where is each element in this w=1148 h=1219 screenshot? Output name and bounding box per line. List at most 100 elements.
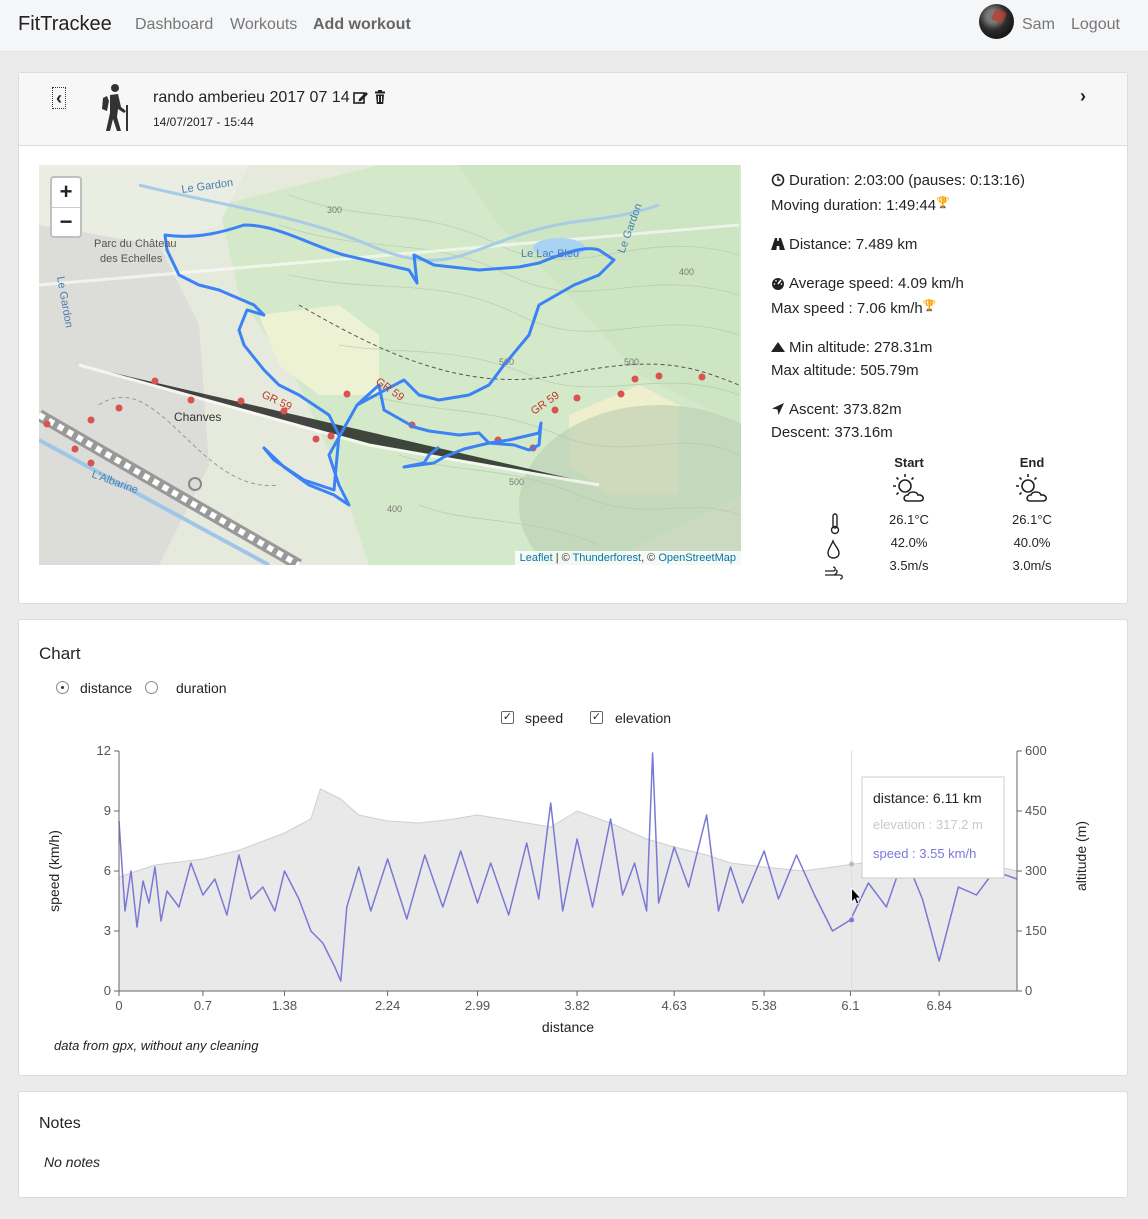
distance-radio-label[interactable]: distance <box>80 680 133 696</box>
hover-point-speed <box>849 917 855 923</box>
osm-link[interactable]: OpenStreetMap <box>658 552 736 564</box>
weather-start-temp: 26.1°C <box>889 512 929 527</box>
weather-end-temp: 26.1°C <box>1012 512 1052 527</box>
attribution-separator: | © <box>552 552 573 564</box>
trophy-icon: 🏆 <box>922 300 937 312</box>
y-left-tick-label: 12 <box>97 743 111 758</box>
descent-text: Descent: 373.16m <box>771 424 893 441</box>
edit-icon[interactable] <box>353 90 369 104</box>
map-label: Parc du Château <box>94 238 177 250</box>
trash-icon[interactable] <box>373 90 387 104</box>
distance-radio[interactable] <box>56 681 69 694</box>
partly-sunny-icon <box>893 474 924 502</box>
x-tick-label: 6.84 <box>927 998 952 1013</box>
navbar: FitTrackee Dashboard Workouts Add workou… <box>0 0 1148 52</box>
workout-stats: Duration: 2:03:00 (pauses: 0:13:16) Movi… <box>771 169 1025 460</box>
speed-checkbox-label[interactable]: speed <box>525 710 564 726</box>
workout-date: 14/07/2017 - 15:44 <box>153 115 254 129</box>
attribution-separator: , © <box>641 552 659 564</box>
duration-radio[interactable] <box>145 681 158 694</box>
y-left-axis-label: speed (km/h) <box>46 830 62 912</box>
tooltip-distance: distance: 6.11 km <box>873 790 982 806</box>
x-tick-label: 4.63 <box>662 998 687 1013</box>
x-tick-label: 5.38 <box>751 998 776 1013</box>
speed-checkbox[interactable]: ✓ <box>501 711 514 724</box>
map-zoom-control: + − <box>50 176 82 238</box>
map-label: 500 <box>499 357 514 367</box>
title-actions <box>353 90 387 109</box>
x-tick-label: 2.24 <box>375 998 400 1013</box>
hiker-icon <box>102 84 128 131</box>
thunderforest-link[interactable]: Thunderforest <box>572 552 642 564</box>
avatar[interactable] <box>979 4 1014 39</box>
speed-line <box>118 752 1018 982</box>
map-label: 300 <box>327 205 342 215</box>
map-label: 400 <box>679 267 694 277</box>
wind-icon <box>825 566 843 580</box>
duration-text: Duration: 2:03:00 (pauses: 0:13:16) <box>789 172 1025 189</box>
y-right-tick-label: 300 <box>1025 863 1047 878</box>
x-tick-label: 3.82 <box>564 998 589 1013</box>
map-label: 400 <box>387 504 402 514</box>
map-label: Chanves <box>174 410 221 424</box>
tooltip-elevation: elevation : 317.2 m <box>873 817 983 832</box>
humidity-icon <box>827 539 840 559</box>
zoom-out-button[interactable]: − <box>52 207 80 236</box>
y-right-tick-label: 600 <box>1025 743 1047 758</box>
zoom-in-button[interactable]: + <box>59 179 73 204</box>
map-attribution: Leaflet | © Thunderforest, © OpenStreetM… <box>514 551 741 565</box>
workout-map[interactable]: Le Gardon Parc du Château des Echelles L… <box>39 165 741 565</box>
map-label: 500 <box>509 477 524 487</box>
map-label: des Echelles <box>100 253 163 265</box>
notes-text: No notes <box>44 1154 101 1170</box>
y-left-tick-label: 3 <box>104 923 111 938</box>
speed-elevation-chart[interactable]: 0 3 6 9 12 0 150 300 450 600 0 0.7 1.38 2.24 2.99 3.82 4… <box>19 730 1127 1050</box>
road-icon <box>771 238 785 250</box>
x-axis-label: distance <box>542 1019 594 1035</box>
y-right-tick-label: 150 <box>1025 923 1047 938</box>
nav-logout[interactable]: Logout <box>1071 16 1120 33</box>
chart-tooltip <box>861 776 1005 879</box>
y-left-tick-label: 9 <box>104 803 111 818</box>
nav-workouts[interactable]: Workouts <box>230 16 298 33</box>
y-right-tick-label: 450 <box>1025 803 1047 818</box>
weather-end-humidity: 40.0% <box>1013 535 1051 550</box>
x-tick-label: 6.1 <box>841 998 859 1013</box>
weather-start-wind: 3.5m/s <box>889 558 929 573</box>
chart-footnote: data from gpx, without any cleaning <box>54 1038 259 1053</box>
avg-speed-text: Average speed: 4.09 km/h <box>789 275 964 292</box>
map-tiles: Le Gardon Parc du Château des Echelles L… <box>39 165 741 565</box>
x-tick-label: 2.99 <box>465 998 490 1013</box>
location-arrow-icon <box>772 403 784 415</box>
x-tick-label: 0.7 <box>194 998 212 1013</box>
thermometer-icon <box>830 513 840 535</box>
hover-point-elevation <box>849 861 855 867</box>
y-right-axis-label: altitude (m) <box>1073 821 1089 891</box>
chart-title: Chart <box>39 644 81 663</box>
chevron-left-icon[interactable]: ‹ <box>52 87 66 109</box>
nav-add-workout[interactable]: Add workout <box>313 16 411 33</box>
chevron-right-icon[interactable]: › <box>1080 86 1086 106</box>
x-tick-label: 0 <box>115 998 122 1013</box>
y-left-tick-label: 0 <box>104 983 111 998</box>
nav-user[interactable]: Sam <box>1022 16 1055 33</box>
ascent-text: Ascent: 373.82m <box>789 401 902 418</box>
y-left-tick-label: 6 <box>104 863 111 878</box>
tachometer-icon <box>772 278 784 290</box>
duration-radio-label[interactable]: duration <box>176 680 227 696</box>
map-label: Le Lac Bleu <box>521 248 579 260</box>
weather-end-wind: 3.0m/s <box>1012 558 1052 573</box>
clock-icon <box>771 173 785 187</box>
partly-sunny-icon <box>1016 474 1047 502</box>
leaflet-link[interactable]: Leaflet <box>519 552 553 564</box>
min-altitude-text: Min altitude: 278.31m <box>789 339 933 356</box>
workout-card: ‹ rando amberieu 2017 07 14 14/07/2017 -… <box>18 72 1128 604</box>
x-tick-label: 1.38 <box>272 998 297 1013</box>
elevation-checkbox-label[interactable]: elevation <box>615 710 672 726</box>
nav-dashboard[interactable]: Dashboard <box>135 16 214 33</box>
elevation-checkbox[interactable]: ✓ <box>590 711 603 724</box>
brand-logo[interactable]: FitTrackee <box>18 13 112 35</box>
moving-duration-text: Moving duration: 1:49:44 <box>771 197 937 214</box>
weather-end-label: End <box>1019 455 1045 470</box>
workout-header: ‹ rando amberieu 2017 07 14 14/07/2017 -… <box>19 73 1127 146</box>
